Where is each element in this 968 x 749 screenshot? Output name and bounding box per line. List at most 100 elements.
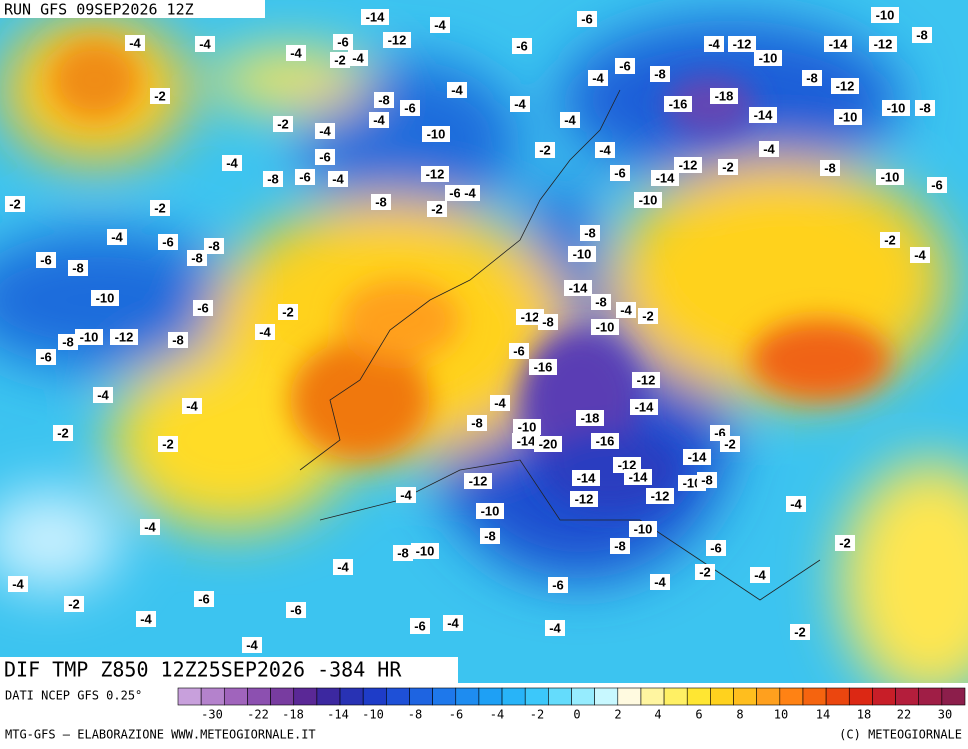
label-box (616, 302, 636, 318)
label-box (786, 496, 806, 512)
label-box (632, 372, 660, 388)
source-label: DATI NCEP GFS 0.25° (5, 689, 142, 703)
contour-label: -6 (449, 185, 461, 200)
contour-label: -6 (614, 165, 626, 180)
contour-label: -4 (332, 171, 344, 186)
colorbar-swatch (663, 687, 688, 706)
contour-label: -12 (836, 78, 855, 93)
label-box (315, 149, 335, 165)
contour-label: -4 (620, 302, 632, 317)
contour-label: -4 (186, 398, 198, 413)
label-box (110, 329, 138, 345)
contour-label: -4 (549, 620, 561, 635)
label-box (315, 123, 335, 139)
contour-label: -6 (552, 577, 564, 592)
colorbar-swatch (223, 687, 248, 706)
label-box (750, 567, 770, 583)
label-box (697, 472, 717, 488)
label-box (927, 177, 947, 193)
label-box (333, 559, 353, 575)
contour-label: -2 (9, 196, 21, 211)
contour-label: -4 (140, 611, 152, 626)
contour-label: -10 (481, 503, 500, 518)
contour-label: -4 (464, 185, 476, 200)
contour-label: -8 (191, 250, 203, 265)
contour-label: -6 (299, 169, 311, 184)
label-box (187, 250, 207, 266)
contour-label: -4 (434, 17, 446, 32)
contour-label: -6 (710, 540, 722, 555)
contour-label: -8 (208, 238, 220, 253)
label-box (595, 142, 615, 158)
colorbar-swatch (247, 687, 271, 706)
label-box (286, 45, 306, 61)
colorbar-swatch (270, 687, 295, 706)
contour-label: -14 (635, 399, 655, 414)
contour-label: -4 (708, 36, 720, 51)
colorbar-swatch (200, 687, 225, 706)
contour-label: -8 (484, 528, 496, 543)
contour-label: -8 (62, 334, 74, 349)
colorbar-swatch (177, 687, 202, 706)
contour-label: -2 (839, 535, 851, 550)
contour-label: -10 (887, 100, 906, 115)
contour-label: -14 (366, 9, 386, 24)
contour-label: -4 (451, 82, 463, 97)
label-box (638, 308, 658, 324)
colorbar-swatch (895, 687, 920, 706)
contour-labels: -4 -4-2-4-6-2 -4-14-12-4-6-6-4-6-8-4 -12-10… (5, 7, 947, 653)
label-box (591, 294, 611, 310)
contour-label: -4 (290, 45, 302, 60)
contour-label: -12 (733, 36, 752, 51)
label-box (580, 225, 600, 241)
contour-label: -8 (595, 294, 607, 309)
contour-label: -14 (577, 470, 597, 485)
contour-label: -4 (319, 123, 331, 138)
contour-label: -12 (618, 457, 637, 472)
colorbar-tick-label: 0 (573, 708, 580, 722)
label-box (835, 535, 855, 551)
contour-label: -6 (404, 100, 416, 115)
contour-label: -6 (319, 149, 331, 164)
footer-left: MTG-GFS — ELABORAZIONE WWW.METEOGIORNALE… (5, 728, 316, 742)
contour-label: -10 (881, 169, 900, 184)
colorbar-swatch (432, 687, 457, 706)
contour-label: -4 (599, 142, 611, 157)
label-box (194, 591, 214, 607)
label-box (512, 38, 532, 54)
contour-label: -4 (373, 112, 385, 127)
label-box (674, 157, 702, 173)
label-box (383, 32, 411, 48)
contour-label: -4 (12, 576, 24, 591)
label-box (529, 359, 557, 375)
label-box (560, 112, 580, 128)
label-box (912, 27, 932, 43)
label-box (629, 521, 657, 537)
label-box (490, 395, 510, 411)
label-box (534, 436, 562, 452)
label-box (140, 519, 160, 535)
label-box (880, 232, 900, 248)
label-box (538, 314, 558, 330)
label-box (75, 329, 103, 345)
contour-label: -4 (259, 324, 271, 339)
label-box (460, 185, 480, 201)
contour-label: -6 (198, 591, 210, 606)
contour-label: -16 (669, 96, 688, 111)
label-box (168, 332, 188, 348)
contour-label: -16 (534, 359, 553, 374)
colorbar-tick-label: 2 (614, 708, 621, 722)
label-box (222, 155, 242, 171)
contour-label: -4 (352, 50, 364, 65)
label-box (8, 576, 28, 592)
label-box (480, 528, 500, 544)
colorbar-swatch (409, 687, 433, 706)
label-box (242, 637, 262, 653)
label-box (447, 82, 467, 98)
colorbar-tick-label: -8 (408, 708, 422, 722)
contour-label: -4 (144, 519, 156, 534)
contour-label: -14 (829, 36, 849, 51)
coastlines (299, 89, 821, 601)
title-box (0, 657, 458, 683)
